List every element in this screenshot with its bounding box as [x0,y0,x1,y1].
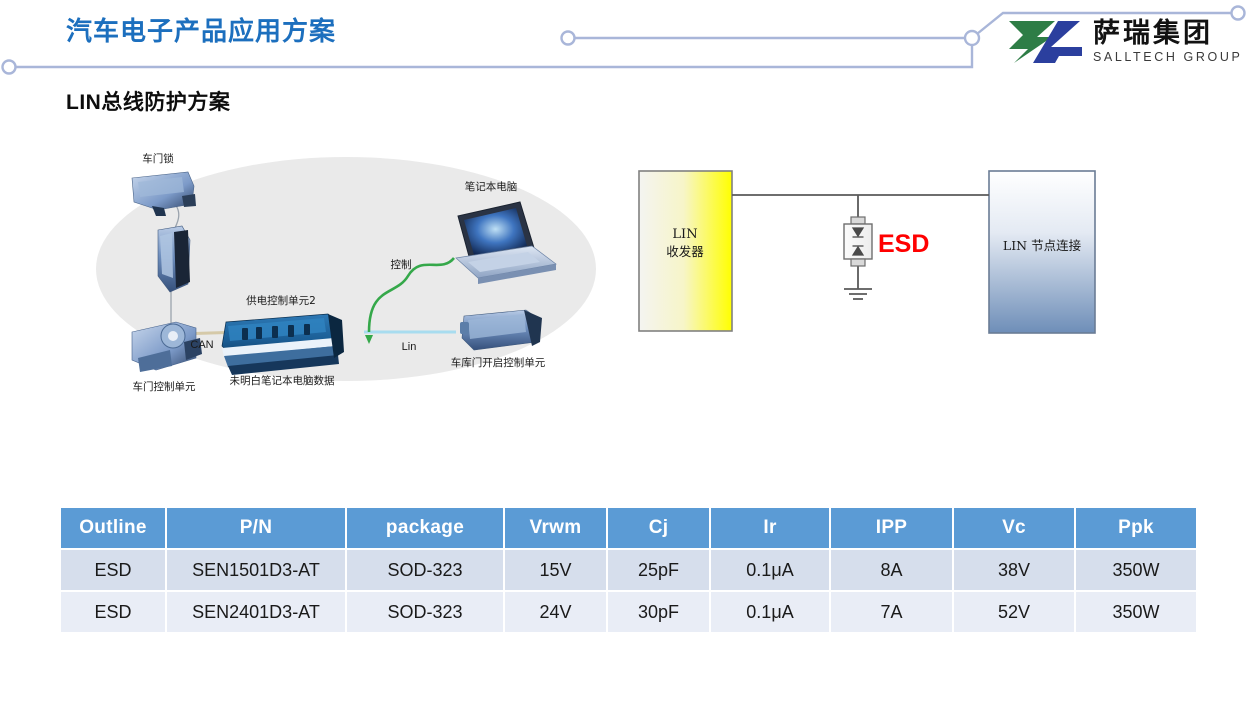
lin-transceiver-label-line2: 收发器 [666,244,704,259]
control-cable [367,257,456,333]
cell-ipp: 7A [830,591,954,634]
column-header-ppk: Ppk [1075,508,1196,550]
cell-ipp: 8A [830,549,954,592]
page-title: 汽车电子产品应用方案 [66,16,337,46]
salltech-logo-mark [1009,21,1082,63]
label-control: 控制 [391,258,412,271]
cell-package: SOD-323 [346,591,505,634]
table-row: ESD SEN2401D3-AT SOD-323 24V 30pF 0.1μA … [61,591,1196,634]
label-garage-unit: 车库门开启控制单元 [451,356,546,369]
label-lin: Lin [402,341,417,353]
cell-package: SOD-323 [346,549,505,592]
garage-door-unit-device [460,309,542,351]
door-control-unit-device [131,321,202,372]
door-lock-actuator [157,225,191,293]
label-door-lock: 车门锁 [142,152,174,165]
label-laptop-data: 未明白笔记本电脑数据 [230,374,335,387]
column-header-package: package [346,508,505,550]
illustration-svg: 车门锁 笔记本电脑 控制 供电控制单元2 CAN Lin 车门控制单元 未明白笔… [96,152,596,393]
table-header-row: Outline P/N package Vrwm Cj Ir IPP Vc Pp… [61,508,1196,550]
cell-vc: 38V [953,549,1076,592]
cell-vrwm: 15V [504,549,608,592]
deco-node-mid [560,30,576,46]
lin-esd-schematic: LIN 收发器 LIN 节点连接 ESD [620,150,1120,360]
lin-transceiver-box [638,170,733,332]
logo-english-name: SALLTECH GROUP [1093,50,1243,65]
column-header-ipp: IPP [830,508,954,550]
cell-vc: 52V [953,591,1076,634]
schematic-svg: LIN 收发器 LIN 节点连接 ESD [638,170,1096,334]
cell-ir: 0.1μA [710,549,831,592]
esd-component [843,216,873,267]
laptop-device [455,201,557,284]
brand-logo: 萨瑞集团 SALLTECH GROUP [1006,18,1242,66]
column-header-pn: P/N [166,508,347,550]
column-header-vc: Vc [953,508,1076,550]
cell-ppk: 350W [1075,591,1196,634]
cell-outline: ESD [61,591,167,634]
ground-symbol [844,288,872,300]
control-cable-arrow [365,335,373,344]
cell-cj: 30pF [607,591,711,634]
lin-node-box [988,170,1096,334]
label-laptop: 笔记本电脑 [465,180,518,193]
table-row: ESD SEN1501D3-AT SOD-323 15V 25pF 0.1μA … [61,549,1196,592]
label-door-control-unit: 车门控制单元 [133,380,196,393]
lin-transceiver-label-line1: LIN [672,227,697,242]
esd-spec-table: Outline P/N package Vrwm Cj Ir IPP Vc Pp… [61,508,1196,634]
cell-pn: SEN1501D3-AT [166,549,347,592]
cell-vrwm: 24V [504,591,608,634]
lin-node-label: LIN 节点连接 [1003,238,1082,253]
power-control-unit-device [221,313,344,375]
door-lock-device [131,171,196,216]
column-header-ir: Ir [710,508,831,550]
column-header-outline: Outline [61,508,167,550]
cell-ppk: 350W [1075,549,1196,592]
logo-chinese-name: 萨瑞集团 [1093,18,1213,50]
column-header-vrwm: Vrwm [504,508,608,550]
deco-node-left [1,59,17,75]
cell-pn: SEN2401D3-AT [166,591,347,634]
cell-outline: ESD [61,549,167,592]
lin-network-illustration: 车门锁 笔记本电脑 控制 供电控制单元2 CAN Lin 车门控制单元 未明白笔… [96,136,606,406]
cell-cj: 25pF [607,549,711,592]
column-header-cj: Cj [607,508,711,550]
logo-text-block: 萨瑞集团 SALLTECH GROUP [1093,20,1242,64]
label-power-unit: 供电控制单元2 [246,294,316,307]
section-title: LIN总线防护方案 [66,91,231,114]
label-can: CAN [190,339,213,351]
esd-label: ESD [878,230,929,258]
cell-ir: 0.1μA [710,591,831,634]
deco-node-junction [963,29,981,47]
